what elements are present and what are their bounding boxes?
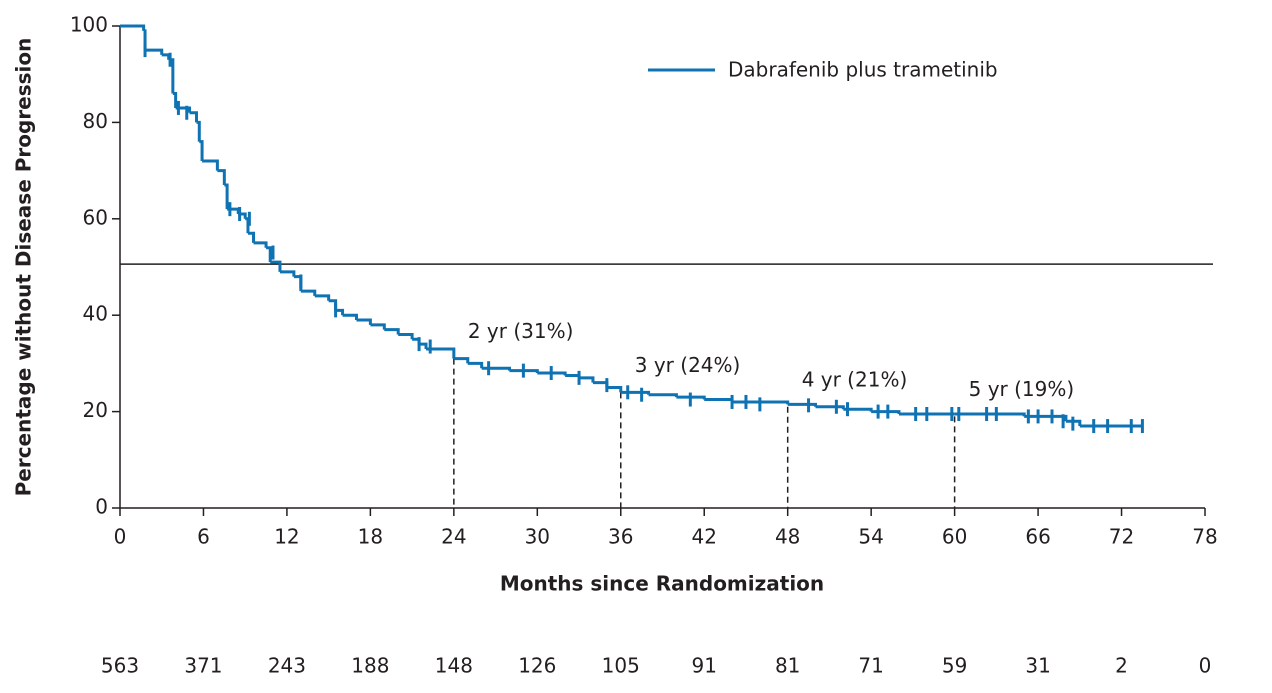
- km-step: [815, 405, 845, 410]
- km-step: [565, 373, 581, 378]
- x-tick-label: 24: [441, 525, 466, 549]
- at-risk-count: 126: [518, 654, 556, 678]
- km-step: [196, 120, 201, 142]
- at-risk-count: 371: [184, 654, 222, 678]
- km-step: [426, 347, 456, 359]
- x-tick-label: 30: [525, 525, 550, 549]
- km-step: [620, 390, 651, 395]
- at-risk-count: 31: [1025, 654, 1050, 678]
- y-axis-title: Percentage without Disease Progression: [12, 38, 36, 497]
- km-step: [1024, 414, 1068, 422]
- km-step: [648, 393, 678, 398]
- km-step: [342, 313, 358, 321]
- km-step: [224, 183, 229, 210]
- km-step: [1065, 419, 1082, 427]
- km-step: [172, 91, 178, 108]
- milestone-label: 4 yr (21%): [802, 367, 908, 391]
- km-step: [253, 241, 268, 248]
- km-step: [189, 111, 199, 123]
- km-step: [279, 270, 296, 277]
- y-tick-label: 60: [83, 205, 108, 229]
- at-risk-count: 81: [775, 654, 800, 678]
- milestone-label: 5 yr (19%): [969, 377, 1075, 401]
- km-step: [537, 371, 567, 376]
- km-step: [384, 328, 400, 335]
- at-risk-count: 563: [101, 654, 139, 678]
- km-step: [453, 357, 470, 364]
- y-tick-label: 100: [70, 13, 108, 37]
- x-tick-label: 6: [197, 525, 210, 549]
- km-step: [787, 402, 818, 407]
- x-tick-label: 12: [274, 525, 299, 549]
- at-risk-count: 59: [942, 654, 967, 678]
- milestone-label: 3 yr (24%): [635, 353, 741, 377]
- x-tick-label: 0: [114, 525, 127, 549]
- km-step: [120, 24, 146, 31]
- km-step: [217, 169, 226, 186]
- at-risk-count: 2: [1115, 654, 1128, 678]
- km-step: [481, 366, 511, 371]
- at-risk-count: 0: [1199, 654, 1212, 678]
- x-tick-label: 60: [942, 525, 967, 549]
- km-step: [300, 289, 317, 296]
- km-step: [245, 217, 250, 234]
- km-step: [202, 159, 219, 171]
- at-risk-count: 243: [268, 654, 306, 678]
- y-tick-label: 0: [95, 495, 108, 519]
- x-tick-label: 54: [858, 525, 883, 549]
- km-step: [247, 231, 256, 243]
- y-tick-label: 20: [83, 398, 108, 422]
- km-step: [592, 381, 609, 388]
- at-risk-count: 188: [351, 654, 389, 678]
- km-step: [161, 53, 171, 60]
- km-step: [871, 410, 901, 415]
- x-tick-label: 78: [1192, 525, 1217, 549]
- milestone-label: 2 yr (31%): [468, 319, 574, 343]
- km-step: [732, 400, 790, 405]
- y-tick-label: 40: [83, 302, 108, 326]
- km-step: [266, 246, 272, 263]
- km-step: [579, 376, 595, 383]
- x-tick-label: 36: [608, 525, 633, 549]
- km-step: [398, 332, 414, 340]
- x-tick-label: 66: [1025, 525, 1050, 549]
- km-step: [335, 308, 345, 316]
- km-step: [370, 323, 386, 330]
- km-step: [356, 318, 372, 325]
- x-tick-label: 72: [1109, 525, 1134, 549]
- km-step: [199, 140, 204, 161]
- km-step: [467, 361, 484, 369]
- at-risk-count: 91: [692, 654, 717, 678]
- x-tick-label: 48: [775, 525, 800, 549]
- km-step: [704, 398, 734, 402]
- km-step: [314, 294, 331, 301]
- at-risk-count: 105: [602, 654, 640, 678]
- km-step: [145, 48, 164, 55]
- km-step: [606, 386, 623, 393]
- km-step: [996, 412, 1026, 417]
- km-step: [175, 106, 192, 113]
- x-axis-title: Months since Randomization: [500, 572, 824, 596]
- x-tick-label: 42: [692, 525, 717, 549]
- y-tick-label: 80: [83, 109, 108, 133]
- km-step: [419, 342, 428, 349]
- at-risk-count: 71: [858, 654, 883, 678]
- at-risk-count: 148: [435, 654, 473, 678]
- km-step: [270, 260, 282, 272]
- x-tick-label: 18: [358, 525, 383, 549]
- legend-label: Dabrafenib plus trametinib: [728, 58, 998, 82]
